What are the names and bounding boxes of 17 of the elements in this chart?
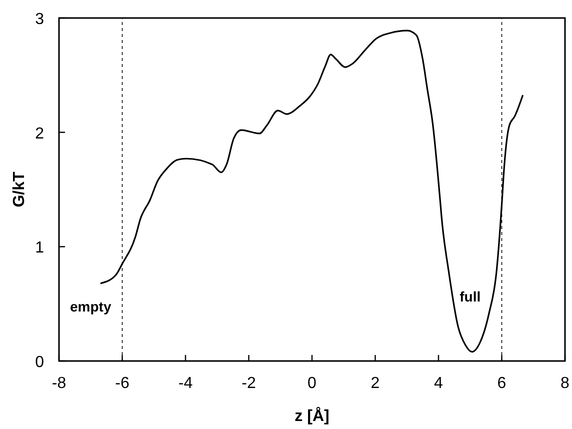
- x-tick-label: -4: [178, 375, 193, 392]
- y-tick-label: 2: [35, 125, 44, 142]
- x-tick-label: 2: [370, 375, 380, 392]
- x-tick-label: 8: [560, 375, 570, 392]
- annotation: full: [460, 288, 481, 305]
- y-axis-title: G/kT: [11, 171, 28, 208]
- y-tick-label: 0: [35, 354, 44, 371]
- y-tick-label: 1: [35, 240, 44, 257]
- x-tick-label: 0: [308, 375, 317, 392]
- x-tick-label: -2: [242, 375, 256, 392]
- x-axis-title: z [Å]: [294, 406, 330, 425]
- x-tick-label: 6: [497, 375, 506, 392]
- x-tick-label: -6: [115, 375, 130, 392]
- x-tick-label: 4: [434, 375, 444, 392]
- x-tick-label: -8: [52, 375, 66, 392]
- annotation: empty: [70, 298, 112, 314]
- y-tick-label: 3: [35, 11, 44, 28]
